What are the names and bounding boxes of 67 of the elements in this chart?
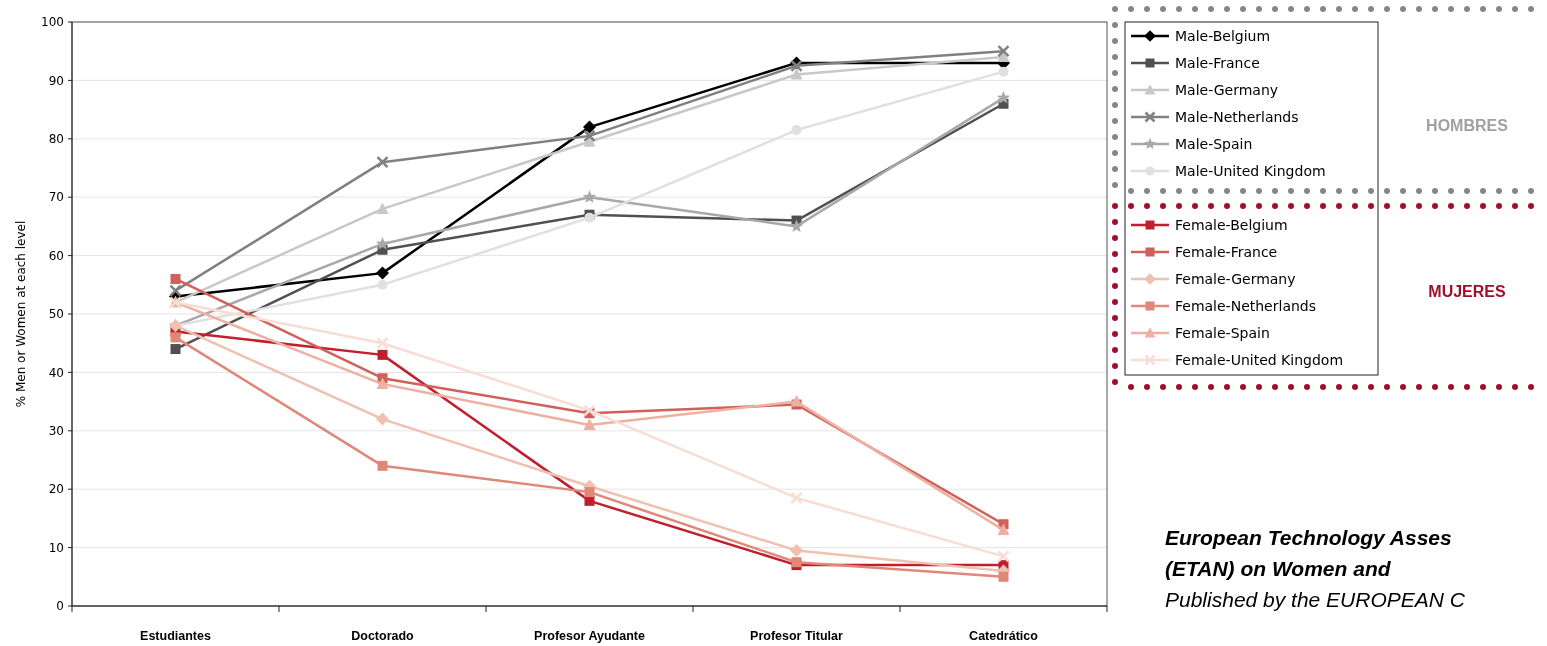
x-tick-label: Profesor Ayudante [534, 629, 645, 643]
text: Published by the EUROPEAN C [1165, 588, 1466, 612]
text: HOMBRES [1426, 116, 1509, 134]
y-tick-label: 50 [48, 307, 64, 322]
legend-label: Female-Netherlands [1175, 297, 1317, 314]
y-tick-label: 90 [48, 73, 64, 88]
x-tick-label: Doctorado [351, 629, 415, 643]
legend-label: Male-Netherlands [1175, 108, 1299, 125]
legend-label: Female-Spain [1175, 324, 1270, 341]
point [376, 266, 389, 280]
point [583, 404, 596, 417]
point [790, 491, 803, 505]
point [170, 332, 181, 343]
legend-label: Female-United Kingdom [1175, 351, 1344, 368]
x-tick-label: Profesor Titular [750, 629, 844, 643]
text: MUJERES [1428, 282, 1506, 300]
point [377, 460, 388, 471]
point [582, 190, 597, 203]
point [789, 219, 804, 233]
point [584, 495, 595, 506]
point [376, 377, 389, 390]
y-tick-label: 0 [56, 599, 64, 614]
y-tick-label: 60 [48, 248, 64, 263]
point [997, 550, 1010, 563]
point [583, 129, 596, 143]
point [376, 155, 389, 169]
point [376, 202, 389, 214]
point [790, 68, 803, 80]
point [377, 349, 388, 360]
legend-label: Female-France [1175, 243, 1278, 260]
point [169, 284, 182, 297]
y-tick-label: 40 [48, 365, 64, 380]
point [376, 412, 389, 426]
point [791, 125, 802, 136]
x-tick-label: Catedrático [969, 629, 1039, 643]
y-tick-label: 70 [48, 190, 64, 205]
point [998, 66, 1009, 77]
point [998, 571, 1009, 582]
x-tick-label: Estudiantes [140, 629, 211, 643]
point [170, 273, 181, 284]
point [377, 279, 388, 290]
y-tick-label: 100 [41, 15, 64, 30]
point [170, 344, 181, 355]
point [790, 544, 803, 558]
legend-label: Male-Germany [1175, 81, 1279, 98]
point [376, 336, 389, 350]
point [584, 487, 595, 498]
point [375, 236, 390, 250]
legend-label: Male-United Kingdom [1175, 162, 1326, 179]
y-tick-label: 20 [48, 482, 64, 497]
legend-label: Female-Belgium [1175, 216, 1288, 233]
y-tick-label: 30 [48, 424, 64, 438]
legend-label: Male-Spain [1175, 135, 1253, 152]
y-tick-label: 10 [48, 540, 64, 555]
text: (ETAN) on Women and [1165, 557, 1392, 581]
point [790, 395, 803, 407]
legend-label: Male-Belgium [1175, 27, 1271, 44]
legend-label: Male-France [1175, 54, 1260, 71]
y-axis-title: % Men or Women at each level [14, 220, 28, 408]
point [997, 523, 1010, 536]
legend-label: Female-Germany [1175, 270, 1296, 287]
point [996, 90, 1011, 104]
text: European Technology Asses [1165, 526, 1452, 550]
point [583, 418, 596, 430]
point [997, 44, 1010, 58]
y-tick-label: 80 [48, 132, 64, 146]
point [583, 120, 596, 134]
